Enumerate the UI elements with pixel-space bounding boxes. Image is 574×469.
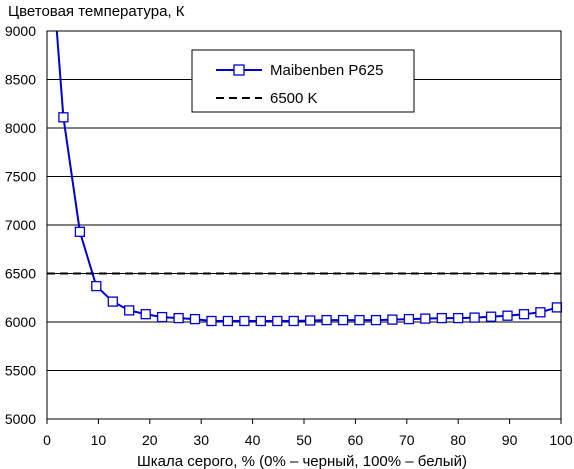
data-point xyxy=(156,311,168,323)
data-point xyxy=(91,280,102,292)
data-point xyxy=(420,313,431,324)
y-tick-label: 8500 xyxy=(5,72,36,88)
data-point xyxy=(305,315,316,326)
x-tick-label: 80 xyxy=(450,432,466,448)
data-point xyxy=(403,313,415,325)
legend-box xyxy=(191,49,415,113)
y-tick-label: 7000 xyxy=(5,217,36,233)
x-axis-title: Шкала серого, % (0% – черный, 100% – бел… xyxy=(137,453,467,469)
data-point xyxy=(173,312,184,324)
data-point xyxy=(337,314,349,326)
x-tick-label: 0 xyxy=(43,432,51,448)
data-point xyxy=(288,315,299,327)
data-point xyxy=(74,226,86,237)
y-tick-label: 9000 xyxy=(5,23,36,39)
data-point xyxy=(239,315,250,327)
data-point xyxy=(124,305,135,316)
data-point xyxy=(469,312,480,323)
data-point xyxy=(140,309,151,320)
data-point xyxy=(272,315,283,327)
y-tick-label: 5500 xyxy=(5,363,36,379)
data-point xyxy=(107,296,118,307)
x-tick-label: 20 xyxy=(142,432,158,448)
x-tick-label: 40 xyxy=(245,432,261,448)
x-tick-label: 30 xyxy=(193,432,209,448)
y-tick-labels: 5000 5500 6000 6500 7000 7500 8000 8500 9000 xyxy=(5,23,36,427)
y-tick-label: 6500 xyxy=(5,266,36,282)
data-point xyxy=(387,314,398,325)
x-tick-labels: 0 10 20 30 40 50 60 70 80 90 100 xyxy=(43,419,573,448)
data-point xyxy=(189,313,201,325)
legend-label-6500k: 6500 K xyxy=(270,90,318,107)
legend: Maibenben P625 6500 K xyxy=(191,49,415,113)
y-tick-label: 8000 xyxy=(5,120,36,136)
data-point xyxy=(551,302,563,313)
data-point xyxy=(321,314,332,326)
x-tick-label: 100 xyxy=(549,432,573,448)
x-tick-label: 70 xyxy=(399,432,415,448)
x-tick-label: 90 xyxy=(502,432,518,448)
y-tick-label: 5000 xyxy=(5,411,36,427)
data-point xyxy=(518,309,530,320)
y-tick-label: 7500 xyxy=(5,169,36,185)
data-point xyxy=(206,315,217,327)
legend-label-maibenben: Maibenben P625 xyxy=(270,62,383,79)
data-point xyxy=(255,315,266,327)
data-point xyxy=(222,315,234,327)
x-tick-label: 60 xyxy=(348,432,364,448)
data-point xyxy=(370,314,382,326)
x-tick-label: 50 xyxy=(296,432,312,448)
data-point xyxy=(453,312,464,324)
y-tick-label: 6000 xyxy=(5,314,36,330)
data-point xyxy=(436,312,447,324)
data-point xyxy=(485,311,497,322)
legend-marker-maibenben xyxy=(233,64,245,76)
x-tick-label: 10 xyxy=(91,432,107,448)
grid-lines xyxy=(47,79,561,371)
data-series xyxy=(55,30,563,327)
y-axis-title: Цветовая температура, К xyxy=(8,3,185,20)
data-point xyxy=(354,314,365,326)
data-point xyxy=(502,310,513,321)
data-point xyxy=(58,112,69,123)
data-point xyxy=(535,307,546,318)
